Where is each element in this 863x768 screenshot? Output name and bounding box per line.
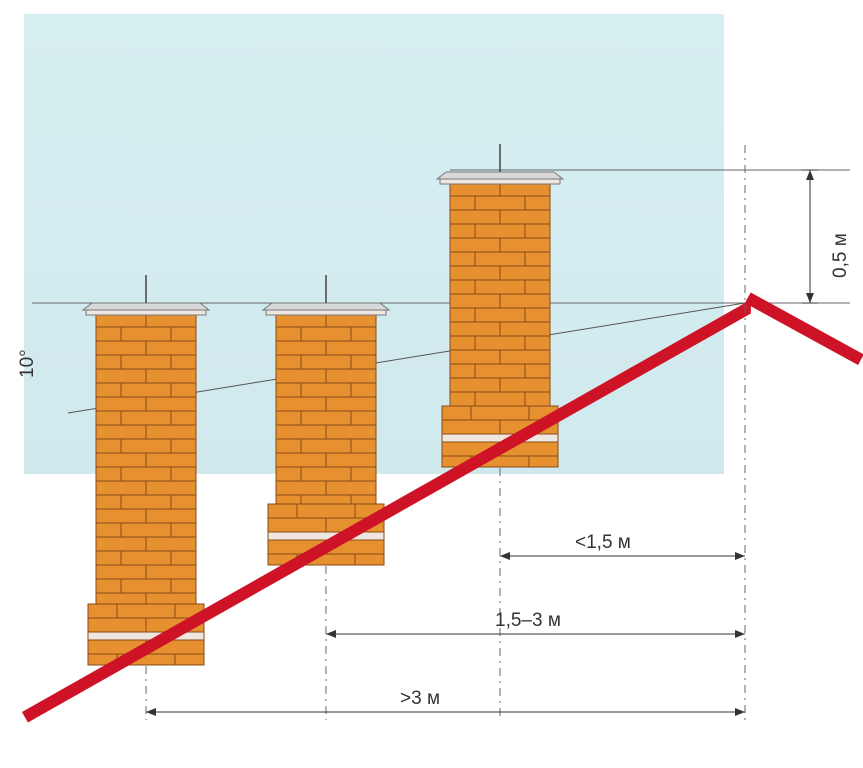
dim-label-1: <1,5 м	[575, 532, 631, 554]
diagram-canvas	[0, 0, 863, 768]
angle-label: 10°	[17, 349, 39, 378]
dim-label-height: 0,5 м	[830, 233, 852, 278]
dim-label-3: >3 м	[400, 688, 440, 710]
dim-label-2: 1,5–3 м	[495, 610, 561, 632]
